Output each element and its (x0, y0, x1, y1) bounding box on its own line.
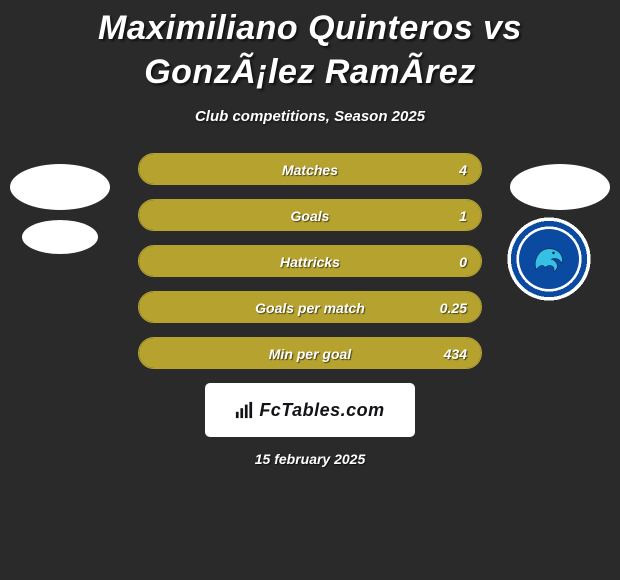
stat-value: 0 (459, 246, 467, 277)
page-subtitle: Club competitions, Season 2025 (0, 108, 620, 125)
dragon-icon (528, 238, 571, 281)
stat-row-goals: Goals 1 (138, 199, 482, 231)
branding-badge: FcTables.com (205, 383, 415, 437)
stats-rows: Matches 4 Goals 1 Hattricks 0 Goals per … (138, 153, 482, 369)
stat-row-matches: Matches 4 (138, 153, 482, 185)
stat-label: Hattricks (139, 246, 481, 277)
footer-date: 15 february 2025 (0, 451, 620, 467)
bar-chart-icon (235, 401, 253, 419)
stat-row-min-per-goal: Min per goal 434 (138, 337, 482, 369)
player2-club-badge (500, 210, 598, 308)
stat-row-hattricks: Hattricks 0 (138, 245, 482, 277)
player1-photo-placeholder-small (22, 220, 98, 254)
stat-label: Min per goal (139, 338, 481, 369)
stat-value: 434 (444, 338, 467, 369)
stat-label: Goals per match (139, 292, 481, 323)
page-title: Maximiliano Quinteros vs GonzÃ¡lez RamÃ­… (0, 0, 620, 94)
player2-photo-placeholder (510, 164, 610, 210)
stat-row-goals-per-match: Goals per match 0.25 (138, 291, 482, 323)
branding-text: FcTables.com (259, 400, 384, 421)
stat-value: 4 (459, 154, 467, 185)
stat-value: 1 (459, 200, 467, 231)
stat-value: 0.25 (440, 292, 467, 323)
stat-label: Goals (139, 200, 481, 231)
player1-photo-placeholder-large (10, 164, 110, 210)
stat-label: Matches (139, 154, 481, 185)
